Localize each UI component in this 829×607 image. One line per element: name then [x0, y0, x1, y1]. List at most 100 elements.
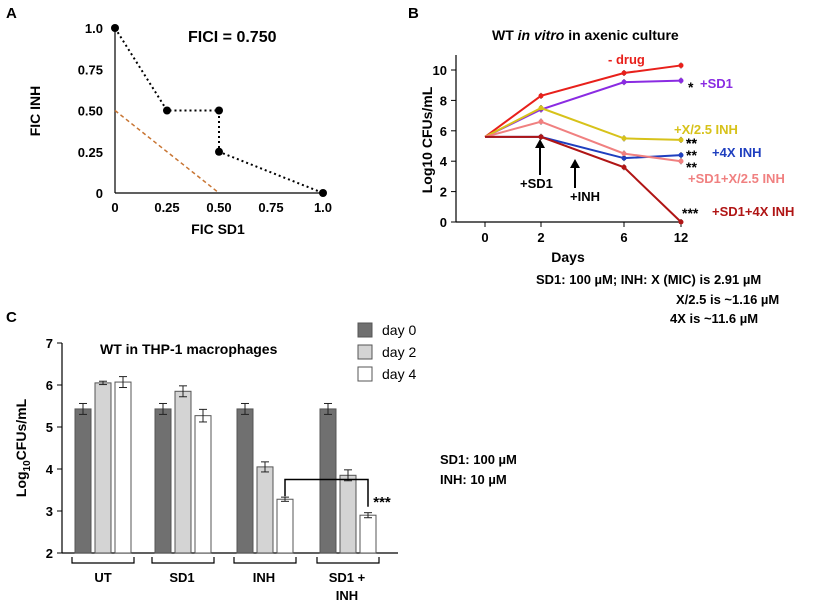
- series-line: [484, 106, 682, 141]
- panel-b-y-tick: 2: [440, 185, 447, 200]
- panel-b-xlabel: Days: [551, 249, 585, 265]
- series-point: [678, 62, 684, 68]
- series-point: [621, 155, 627, 161]
- legend-label: day 4: [382, 366, 416, 382]
- series-point: [621, 151, 627, 157]
- series-label: +SD1+X/2.5 INH: [688, 171, 785, 186]
- panel-b-x-tick: 2: [537, 230, 544, 245]
- panel-b-x-tick: 0: [481, 230, 488, 245]
- sd1-arrow-head: [535, 139, 545, 148]
- series-point: [621, 164, 627, 170]
- legend-swatch: [357, 322, 373, 338]
- panel-a-title: FICI = 0.750: [188, 29, 277, 46]
- series-label: +SD1+4X INH: [712, 204, 794, 219]
- bar: [276, 498, 294, 554]
- significance-marker: **: [686, 159, 697, 175]
- legend-swatch: [357, 366, 373, 382]
- panel-c-y-tick: 4: [46, 462, 54, 477]
- legend-swatch: [357, 344, 373, 360]
- additivity-line: [114, 109, 220, 194]
- panel-b-note-2: X/2.5 is ~1.16 µM: [676, 292, 779, 307]
- isobologram-point: [319, 189, 327, 197]
- group-bracket: [233, 557, 297, 564]
- panel-a-x-tick: 0.25: [154, 200, 179, 215]
- isobologram-point: [163, 106, 171, 115]
- panel-b-x-tick: 12: [674, 230, 688, 245]
- panel-a-xlabel: FIC SD1: [191, 221, 245, 237]
- series-point: [678, 152, 684, 158]
- group-label: INH: [253, 570, 275, 585]
- significance-marker: **: [686, 135, 697, 151]
- series-label: +4X INH: [712, 145, 762, 160]
- bar: [74, 408, 92, 554]
- group-label: UT: [94, 570, 111, 585]
- series-label: +X/2.5 INH: [674, 122, 738, 137]
- series-point: [678, 78, 684, 84]
- panel-b-ylabel: Log10 CFUs/mL: [419, 86, 435, 193]
- legend-label: day 0: [382, 322, 416, 338]
- panel-label-c: C: [6, 309, 17, 326]
- panel-b-chart: WT in vitro in axenic culture Days Log10…: [419, 27, 794, 265]
- series-point: [621, 135, 627, 141]
- isobologram-line: [114, 27, 324, 194]
- panel-c-chart: WT in THP-1 macrophages Log10CFUs/mL 2 3 4…: [13, 322, 416, 603]
- series-line: [484, 64, 682, 138]
- bar: [194, 415, 212, 554]
- bar: [94, 382, 112, 554]
- panel-c-y-tick: 7: [46, 336, 53, 351]
- series-point: [538, 134, 544, 140]
- series-point: [538, 105, 544, 111]
- panel-b-y-tick: 10: [433, 63, 447, 78]
- sd1-addition-label: +SD1: [520, 176, 553, 191]
- panel-b-y-tick: 6: [440, 124, 447, 139]
- inh-addition-label: +INH: [570, 189, 600, 204]
- series-label: - drug: [608, 52, 645, 67]
- significance-marker: **: [686, 135, 697, 151]
- series-label: +SD1: [700, 76, 733, 91]
- group-bracket: [316, 557, 380, 564]
- isobologram-point: [215, 147, 223, 156]
- group-label: SD1 +: [329, 570, 366, 585]
- bar: [359, 514, 377, 554]
- panel-c-ylabel: Log10CFUs/mL: [13, 398, 33, 497]
- group-label: SD1: [169, 570, 194, 585]
- panel-a-y-tick: 0.50: [78, 104, 103, 119]
- panel-a-x-tick: 1.0: [314, 200, 332, 215]
- panel-b-note-1: SD1: 100 µM; INH: X (MIC) is 2.91 µM: [536, 272, 761, 287]
- legend-label: day 2: [382, 344, 416, 360]
- significance-marker: *: [688, 79, 694, 95]
- series-line: [484, 120, 682, 163]
- panel-a-chart: FICI = 0.750 FIC SD1 FIC INH 0 0.25 0.50 0.…: [27, 21, 332, 237]
- panel-c-y-tick: 2: [46, 546, 53, 561]
- significance-marker: ***: [682, 205, 699, 221]
- bar: [319, 408, 337, 554]
- panel-b-title: WT in vitro in axenic culture: [492, 27, 679, 43]
- group-bracket: [71, 557, 135, 564]
- series-point: [678, 219, 684, 225]
- panel-a-x-tick: 0.50: [206, 200, 231, 215]
- series-point: [538, 119, 544, 125]
- panel-a-x-tick: 0: [111, 200, 118, 215]
- panel-b-y-tick: 4: [440, 154, 448, 169]
- panel-b-y-tick: 0: [440, 215, 447, 230]
- panel-b-x-tick: 6: [620, 230, 627, 245]
- series-point: [621, 70, 627, 76]
- significance-marker: ***: [373, 494, 391, 511]
- isobologram-point: [215, 106, 223, 115]
- panel-a-y-tick: 0.75: [78, 62, 103, 77]
- panel-a-y-tick: 0: [96, 186, 103, 201]
- panel-c-y-tick: 5: [46, 420, 53, 435]
- panel-label-b: B: [408, 5, 419, 22]
- bar: [174, 390, 192, 554]
- panel-a-y-tick: 0.25: [78, 145, 103, 160]
- series-point: [538, 93, 544, 99]
- bar: [114, 381, 132, 554]
- bar: [236, 408, 254, 554]
- bar: [256, 466, 274, 554]
- series-line: [485, 135, 682, 223]
- bar: [339, 474, 357, 554]
- panel-a-ylabel: FIC INH: [27, 86, 43, 137]
- panel-b-y-tick: 8: [440, 93, 447, 108]
- panel-c-title: WT in THP-1 macrophages: [100, 341, 278, 357]
